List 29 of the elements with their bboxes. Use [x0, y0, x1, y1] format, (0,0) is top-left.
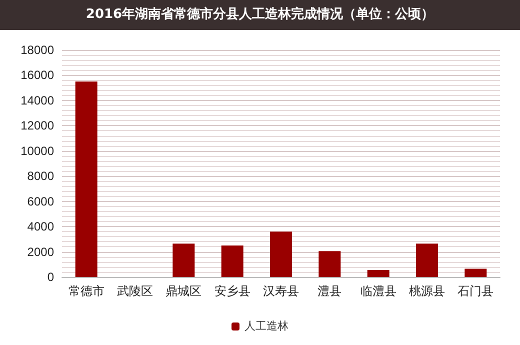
y-tick-label: 0 — [47, 270, 54, 284]
y-tick-label: 2000 — [27, 244, 54, 259]
bar — [464, 268, 487, 277]
y-tick-label: 14000 — [20, 93, 54, 108]
bar — [75, 82, 98, 277]
y-tick-label: 4000 — [27, 220, 54, 234]
y-tick-label: 12000 — [20, 118, 54, 133]
x-tick-label: 鼎城区 — [166, 284, 202, 298]
bar — [172, 244, 195, 277]
bar — [270, 232, 292, 277]
bar — [318, 251, 341, 277]
x-tick-label: 桃源县 — [409, 284, 445, 298]
x-tick-label: 安乡县 — [214, 284, 250, 298]
legend-label: 人工造林 — [244, 320, 288, 332]
y-tick-label: 8000 — [27, 169, 54, 184]
bar — [367, 270, 390, 277]
y-tick-label: 6000 — [27, 194, 54, 208]
x-tick-label: 武陵区 — [117, 284, 153, 298]
x-tick-label: 常德市 — [68, 284, 104, 298]
x-tick-label: 石门县 — [458, 284, 494, 298]
bar — [416, 244, 438, 277]
x-tick-label: 汉寿县 — [263, 284, 299, 298]
y-tick-label: 18000 — [20, 43, 54, 57]
bar — [221, 245, 244, 277]
y-tick-label: 10000 — [20, 144, 54, 158]
y-tick-label: 16000 — [20, 68, 54, 82]
chart-title: 2016年湖南省常德市分县人工造林完成情况（单位：公顷） — [0, 0, 520, 30]
x-tick-label: 临澧县 — [360, 284, 396, 298]
x-tick-label: 澧县 — [318, 284, 342, 298]
